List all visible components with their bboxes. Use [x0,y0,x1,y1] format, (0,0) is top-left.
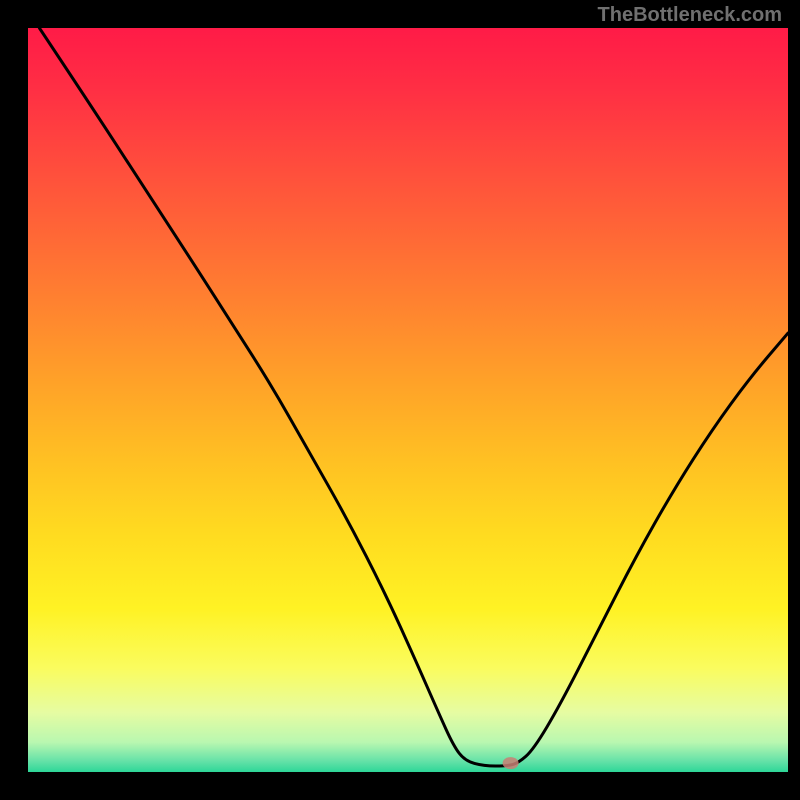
optimal-marker [503,757,519,769]
watermark-text: TheBottleneck.com [598,4,782,27]
gradient-background [28,28,788,772]
plot-area [28,28,788,772]
chart-container: TheBottleneck.com [0,0,800,800]
bottleneck-chart [28,28,788,772]
